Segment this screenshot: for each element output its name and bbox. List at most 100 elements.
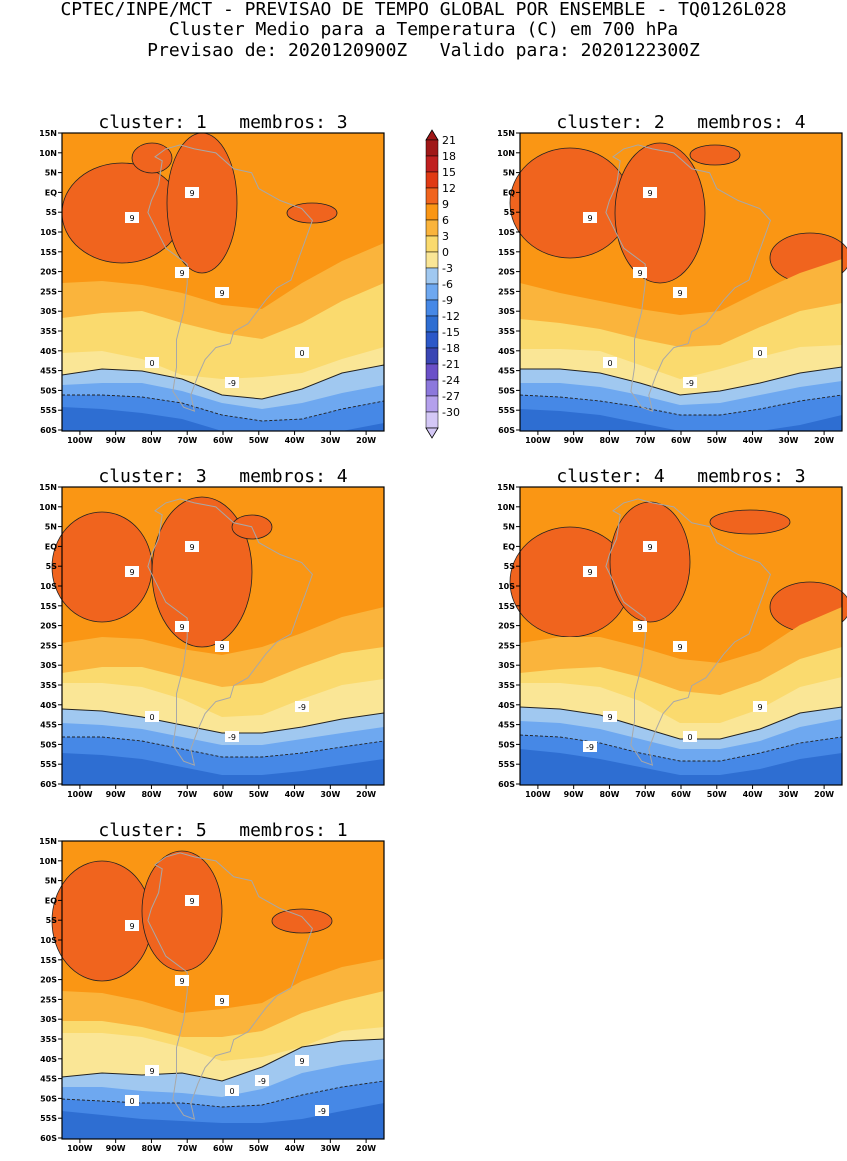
colorbar-level-label: -12 bbox=[442, 310, 460, 323]
lon-label: 40W bbox=[285, 1144, 305, 1153]
warm-region bbox=[141, 850, 223, 972]
lat-label: 60S bbox=[498, 780, 515, 789]
lon-label: 30W bbox=[320, 790, 340, 799]
map-canvas: 9 9 9 9 0 -9 -9 15N 10N 5N EQ 5S 10S 15S 20S 25S 30S 35S 4… bbox=[39, 483, 385, 799]
colorbar-segment bbox=[425, 267, 439, 285]
lat-label: 25S bbox=[498, 641, 515, 650]
contour-label: 9 bbox=[145, 1065, 159, 1076]
contour-label-bg bbox=[225, 731, 239, 742]
lon-label: 50W bbox=[249, 436, 269, 445]
lat-label: 15S bbox=[40, 602, 57, 611]
contour-label: 9 bbox=[215, 641, 229, 652]
contour-label-text: 9 bbox=[189, 543, 194, 552]
contour-label-text: -9 bbox=[228, 733, 236, 742]
colorbar-level-label: 3 bbox=[442, 230, 449, 243]
lon-label: 50W bbox=[249, 1144, 269, 1153]
contour-label-text: 9 bbox=[587, 214, 592, 223]
contour-label-text: 0 bbox=[757, 349, 762, 358]
coastline bbox=[605, 144, 771, 412]
contour-label: 9 bbox=[643, 541, 657, 552]
lat-label: 55S bbox=[40, 1114, 57, 1123]
lon-label: 90W bbox=[106, 436, 126, 445]
lat-label: 30S bbox=[40, 661, 57, 670]
contour-label-text: 9 bbox=[647, 189, 652, 198]
lon-label: 20W bbox=[814, 436, 834, 445]
lon-label: 100W bbox=[525, 436, 551, 445]
colorbar-segment bbox=[425, 299, 439, 317]
lat-label: 20S bbox=[40, 622, 57, 631]
lat-label: 5S bbox=[46, 208, 58, 217]
lon-label: 90W bbox=[564, 790, 584, 799]
colorbar-segment bbox=[425, 379, 439, 397]
colorbar-segment bbox=[425, 363, 439, 381]
colorbar-level-label: -15 bbox=[442, 326, 460, 339]
lon-label: 50W bbox=[707, 436, 727, 445]
contour-label: 9 bbox=[215, 287, 229, 298]
lon-label: 30W bbox=[320, 436, 340, 445]
lat-label: 45S bbox=[498, 367, 515, 376]
contour-label-text: 9 bbox=[179, 977, 184, 986]
contour-label-text: 9 bbox=[219, 643, 224, 652]
lon-label: 100W bbox=[67, 436, 93, 445]
contour-label: -9 bbox=[583, 741, 597, 752]
contour-label: 9 bbox=[295, 1055, 309, 1066]
contour-label: 9 bbox=[633, 621, 647, 632]
lat-label: 5N bbox=[45, 169, 57, 178]
lat-label: 40S bbox=[40, 701, 57, 710]
lat-label: 60S bbox=[40, 780, 57, 789]
contour-label: 0 bbox=[125, 1095, 139, 1106]
coastline bbox=[147, 498, 313, 766]
contour-label-bg bbox=[633, 267, 647, 278]
contour-label-text: 9 bbox=[189, 189, 194, 198]
contour-label-bg bbox=[175, 975, 189, 986]
contour-label-bg bbox=[643, 541, 657, 552]
lat-label: 60S bbox=[40, 1134, 57, 1143]
contour-label-bg bbox=[145, 711, 159, 722]
contour-label-text: 9 bbox=[129, 214, 134, 223]
minus9-contour bbox=[61, 1080, 385, 1108]
lat-label: 40S bbox=[498, 347, 515, 356]
colorbar-canvas: 21 18 15 12 9 6 3 0 -3 -6 -9 -12 -15 -18 -21 -24 -27 -30 bbox=[425, 129, 460, 439]
lat-label: 55S bbox=[498, 406, 515, 415]
colorbar-level-label: -30 bbox=[442, 406, 460, 419]
colorbar-segment bbox=[425, 171, 439, 189]
lat-label: 20S bbox=[498, 622, 515, 631]
colorbar-level-label: -18 bbox=[442, 342, 460, 355]
lat-label: 30S bbox=[40, 307, 57, 316]
lon-label: 90W bbox=[564, 436, 584, 445]
minus9-contour bbox=[62, 394, 385, 422]
lat-label: 55S bbox=[40, 406, 57, 415]
lat-label: 20S bbox=[40, 268, 57, 277]
lat-label: 5S bbox=[504, 208, 516, 217]
contour-label-bg bbox=[583, 741, 597, 752]
lat-label: 15S bbox=[498, 602, 515, 611]
contour-label-text: 0 bbox=[299, 349, 304, 358]
lat-label: 10N bbox=[497, 149, 515, 158]
colorbar-level-label: -27 bbox=[442, 390, 460, 403]
lon-label: 80W bbox=[141, 436, 161, 445]
warm-region bbox=[689, 144, 741, 166]
cluster-title: cluster: 3 membros: 4 bbox=[98, 466, 348, 487]
lon-label: 60W bbox=[213, 436, 233, 445]
colorbar-level-label: 6 bbox=[442, 214, 449, 227]
contour-label: 9 bbox=[753, 701, 767, 712]
contour-label-text: 0 bbox=[149, 359, 154, 368]
lat-label: EQ bbox=[45, 542, 57, 551]
contour-label: 9 bbox=[125, 212, 139, 223]
lon-label: 90W bbox=[106, 1144, 126, 1153]
temperature-band bbox=[62, 753, 384, 785]
lat-label: 30S bbox=[498, 307, 515, 316]
lat-label: 5S bbox=[46, 916, 58, 925]
contour-label-bg bbox=[125, 566, 139, 577]
lat-label: 50S bbox=[40, 740, 57, 749]
lat-label: 10N bbox=[39, 857, 57, 866]
contour-label: 9 bbox=[643, 187, 657, 198]
colorbar-segment bbox=[425, 315, 439, 333]
contour-label: 9 bbox=[633, 267, 647, 278]
colorbar-segment bbox=[425, 331, 439, 349]
cluster-map-4: cluster: 4 membros: 3 9 9 9 9 9 9 0 -9 15N 10N 5N E… bbox=[497, 467, 847, 799]
lon-label: 80W bbox=[141, 1144, 161, 1153]
lat-label: 35S bbox=[498, 327, 515, 336]
lat-label: 15S bbox=[40, 248, 57, 257]
zero-contour bbox=[519, 706, 843, 740]
